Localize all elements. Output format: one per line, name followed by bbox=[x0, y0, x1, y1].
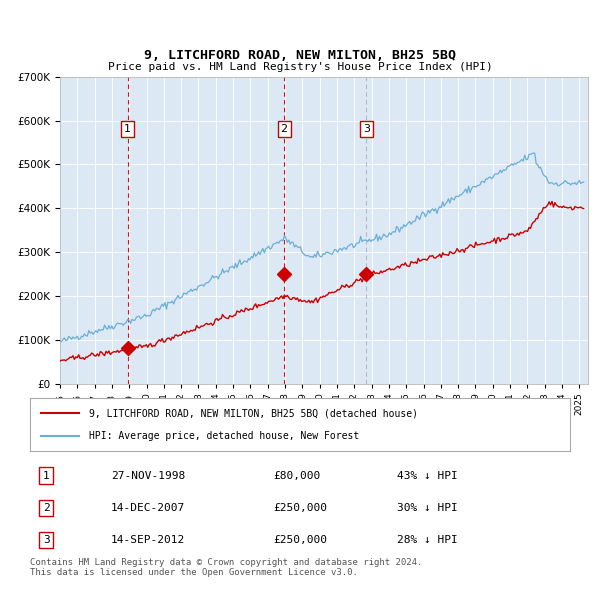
Text: Contains HM Land Registry data © Crown copyright and database right 2024.
This d: Contains HM Land Registry data © Crown c… bbox=[30, 558, 422, 577]
Text: 9, LITCHFORD ROAD, NEW MILTON, BH25 5BQ (detached house): 9, LITCHFORD ROAD, NEW MILTON, BH25 5BQ … bbox=[89, 408, 418, 418]
Text: 30% ↓ HPI: 30% ↓ HPI bbox=[397, 503, 458, 513]
Text: 28% ↓ HPI: 28% ↓ HPI bbox=[397, 535, 458, 545]
Text: 2: 2 bbox=[281, 124, 288, 134]
Text: 9, LITCHFORD ROAD, NEW MILTON, BH25 5BQ: 9, LITCHFORD ROAD, NEW MILTON, BH25 5BQ bbox=[144, 49, 456, 62]
Text: 1: 1 bbox=[43, 471, 50, 481]
Text: HPI: Average price, detached house, New Forest: HPI: Average price, detached house, New … bbox=[89, 431, 359, 441]
Text: £250,000: £250,000 bbox=[273, 535, 327, 545]
Text: Price paid vs. HM Land Registry's House Price Index (HPI): Price paid vs. HM Land Registry's House … bbox=[107, 62, 493, 72]
Text: £250,000: £250,000 bbox=[273, 503, 327, 513]
Text: 14-SEP-2012: 14-SEP-2012 bbox=[111, 535, 185, 545]
Text: 3: 3 bbox=[43, 535, 50, 545]
Text: 3: 3 bbox=[363, 124, 370, 134]
Text: 14-DEC-2007: 14-DEC-2007 bbox=[111, 503, 185, 513]
Text: 27-NOV-1998: 27-NOV-1998 bbox=[111, 471, 185, 481]
Text: 2: 2 bbox=[43, 503, 50, 513]
Text: 1: 1 bbox=[124, 124, 131, 134]
Text: 43% ↓ HPI: 43% ↓ HPI bbox=[397, 471, 458, 481]
Text: £80,000: £80,000 bbox=[273, 471, 320, 481]
